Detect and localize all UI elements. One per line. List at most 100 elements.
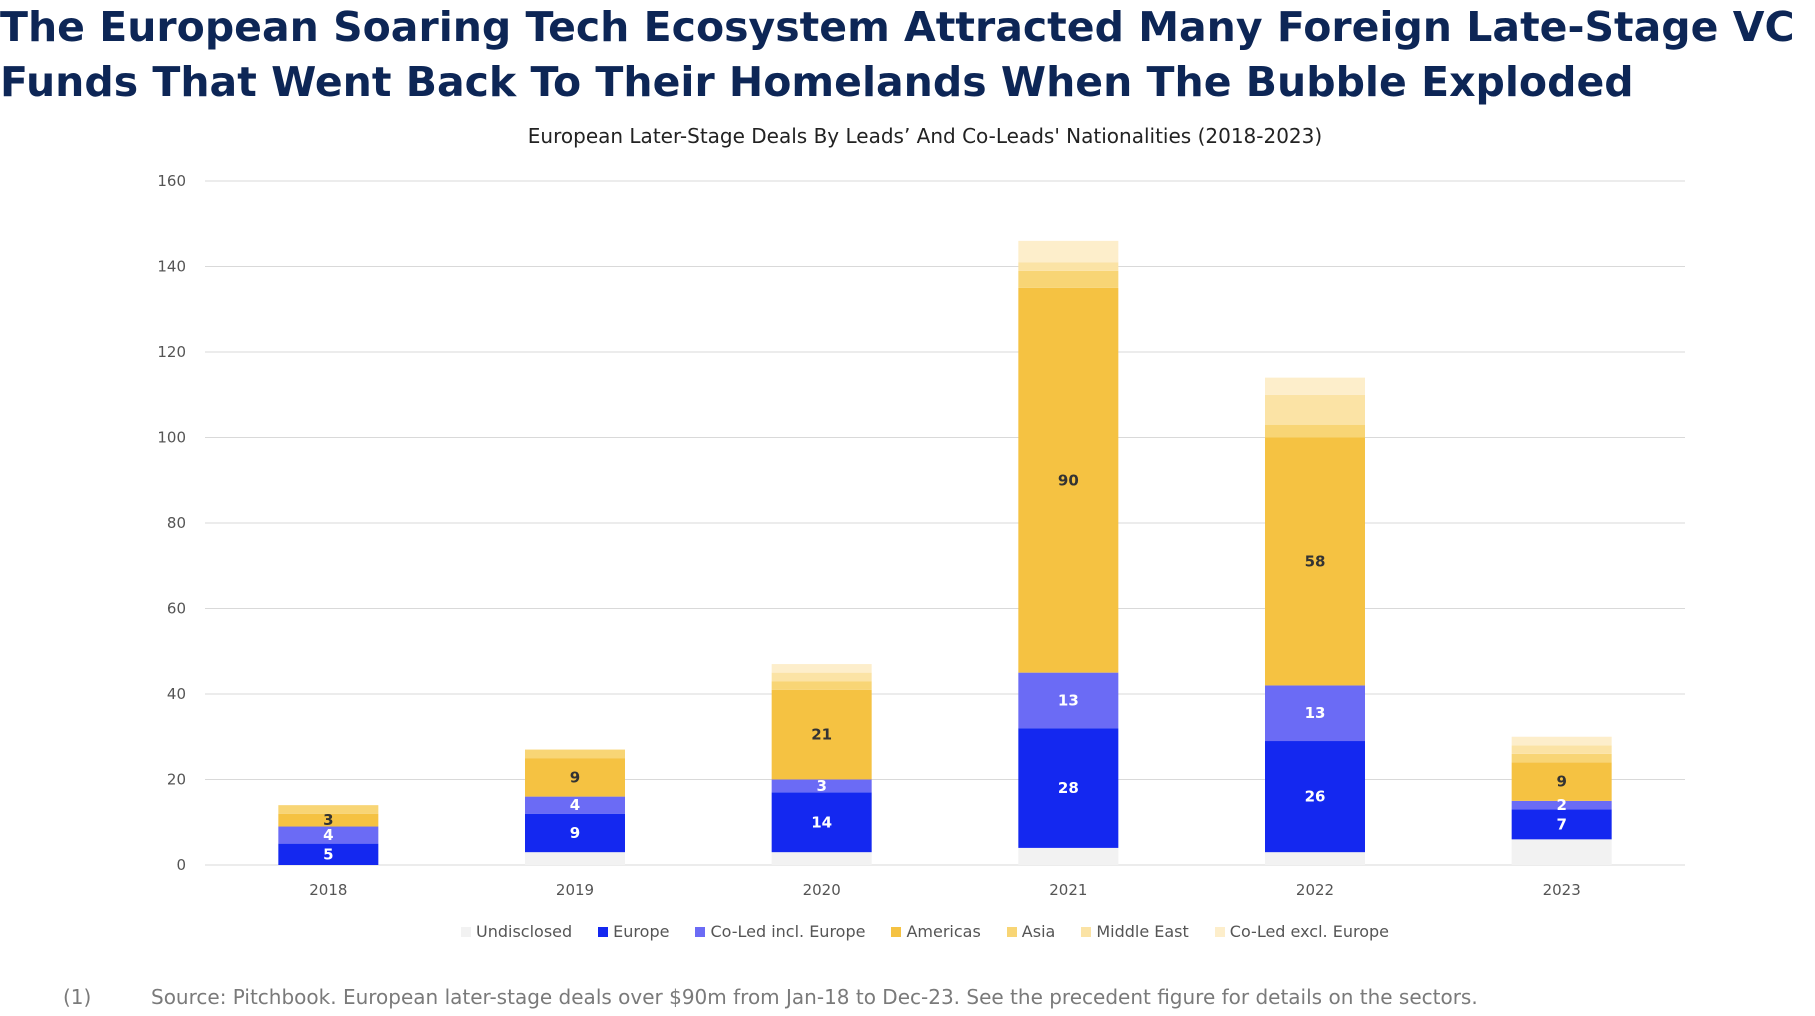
y-tick-label: 140 xyxy=(157,258,186,276)
bar-segment xyxy=(1018,728,1119,848)
data-label: 4 xyxy=(323,826,333,844)
data-label: 9 xyxy=(1556,773,1566,791)
data-label: 4 xyxy=(570,796,580,814)
y-tick-label: 40 xyxy=(167,685,186,703)
legend-swatch xyxy=(461,926,472,937)
data-label: 9 xyxy=(570,824,580,842)
footnote-text: Source: Pitchbook. European later-stage … xyxy=(151,985,1478,1009)
legend-label: Co-Led excl. Europe xyxy=(1229,922,1389,941)
y-tick-label: 0 xyxy=(176,856,186,874)
legend-label: Middle East xyxy=(1096,922,1189,941)
legend-item: Europe xyxy=(598,922,669,941)
bar-segment xyxy=(1511,800,1612,810)
bar-segment xyxy=(278,843,379,865)
bar-segment xyxy=(1265,685,1365,742)
bar-segment xyxy=(1018,672,1119,729)
bar-segment xyxy=(771,779,872,793)
data-label: 14 xyxy=(811,813,832,831)
y-tick-label: 100 xyxy=(157,429,186,447)
bar-segment xyxy=(1265,394,1365,425)
legend-label: Undisclosed xyxy=(476,922,573,941)
legend-item: Middle East xyxy=(1081,922,1189,941)
bar-segment xyxy=(525,749,625,759)
bar-segment xyxy=(1511,809,1612,840)
bar-segment xyxy=(1265,852,1365,865)
data-label: 21 xyxy=(811,726,832,744)
chart-title: European Later-Stage Deals By Leads’ And… xyxy=(527,124,1323,148)
x-tick-label: 2020 xyxy=(803,881,841,899)
bar-segment xyxy=(1265,377,1365,395)
data-label: 3 xyxy=(323,811,333,829)
legend-swatch xyxy=(1081,926,1092,937)
bar-segment xyxy=(278,813,379,827)
legend-item: Co-Led incl. Europe xyxy=(695,922,865,941)
legend-swatch xyxy=(695,926,706,937)
bar-segment xyxy=(525,796,625,814)
bar-segment xyxy=(525,852,625,865)
y-tick-label: 80 xyxy=(167,514,186,532)
data-label: 5 xyxy=(323,845,333,863)
x-tick-label: 2023 xyxy=(1543,881,1581,899)
data-label: 9 xyxy=(570,768,580,786)
bar-segment xyxy=(771,852,872,865)
footnote-marker: (1) xyxy=(63,985,92,1009)
legend-label: Asia xyxy=(1021,922,1056,941)
data-label: 90 xyxy=(1058,471,1079,489)
legend-item: Co-Led excl. Europe xyxy=(1214,922,1389,941)
bar-segment xyxy=(1018,262,1119,271)
bar-segment xyxy=(525,758,625,797)
x-tick-label: 2019 xyxy=(556,881,594,899)
legend-swatch xyxy=(891,926,902,937)
legend-swatch xyxy=(598,926,609,937)
data-label: 26 xyxy=(1305,788,1326,806)
legend-swatch xyxy=(1006,926,1017,937)
data-label: 13 xyxy=(1305,704,1326,722)
legend-item: Asia xyxy=(1006,922,1056,941)
y-tick-label: 160 xyxy=(157,172,186,190)
legend-label: Americas xyxy=(906,922,981,941)
chart-legend: Undisclosed Europe Co-Led incl. Europe Amer… xyxy=(0,922,1815,941)
data-label: 7 xyxy=(1556,815,1566,833)
bar-segment xyxy=(1018,287,1119,673)
bar-segment xyxy=(1018,240,1119,263)
bar-segment xyxy=(1511,753,1612,763)
y-tick-label: 20 xyxy=(167,771,186,789)
bar-segment xyxy=(1265,424,1365,438)
bar-segment xyxy=(278,826,379,844)
bar-segment xyxy=(525,813,625,853)
data-label: 2 xyxy=(1556,796,1566,814)
legend-item: Undisclosed xyxy=(461,922,572,941)
bar-segment xyxy=(771,672,872,682)
legend-label: Co-Led incl. Europe xyxy=(710,922,866,941)
data-label: 58 xyxy=(1305,552,1326,570)
x-tick-label: 2021 xyxy=(1049,881,1087,899)
bar-segment xyxy=(771,792,872,853)
footnote: (1) Source: Pitchbook. European later-sta… xyxy=(63,985,1478,1009)
legend-item: Americas xyxy=(891,922,981,941)
bar-segment xyxy=(1511,839,1612,865)
bar-segment xyxy=(771,664,872,673)
bar-segment xyxy=(278,805,379,814)
data-label: 13 xyxy=(1058,691,1079,709)
x-tick-label: 2022 xyxy=(1296,881,1334,899)
data-label: 3 xyxy=(816,777,826,795)
x-tick-label: 2018 xyxy=(309,881,347,899)
bar-segment xyxy=(771,689,872,780)
bar-segment xyxy=(1265,741,1365,853)
legend-swatch xyxy=(1214,926,1225,937)
page-headline: The European Soaring Tech Ecosystem Attr… xyxy=(0,3,1795,106)
y-axis-ticks: 0 20 40 60 80 100 120 140 160 xyxy=(157,172,186,874)
y-tick-label: 60 xyxy=(167,600,186,618)
bar-segment xyxy=(1018,847,1119,865)
bars xyxy=(278,240,1612,865)
bar-segment xyxy=(771,681,872,690)
bar-segment xyxy=(1018,270,1119,288)
bar-segment xyxy=(1265,437,1365,686)
legend-label: Europe xyxy=(613,922,670,941)
bar-segment xyxy=(1511,736,1612,746)
y-tick-label: 120 xyxy=(157,343,186,361)
bar-segment xyxy=(1511,762,1612,801)
data-label: 28 xyxy=(1058,779,1079,797)
